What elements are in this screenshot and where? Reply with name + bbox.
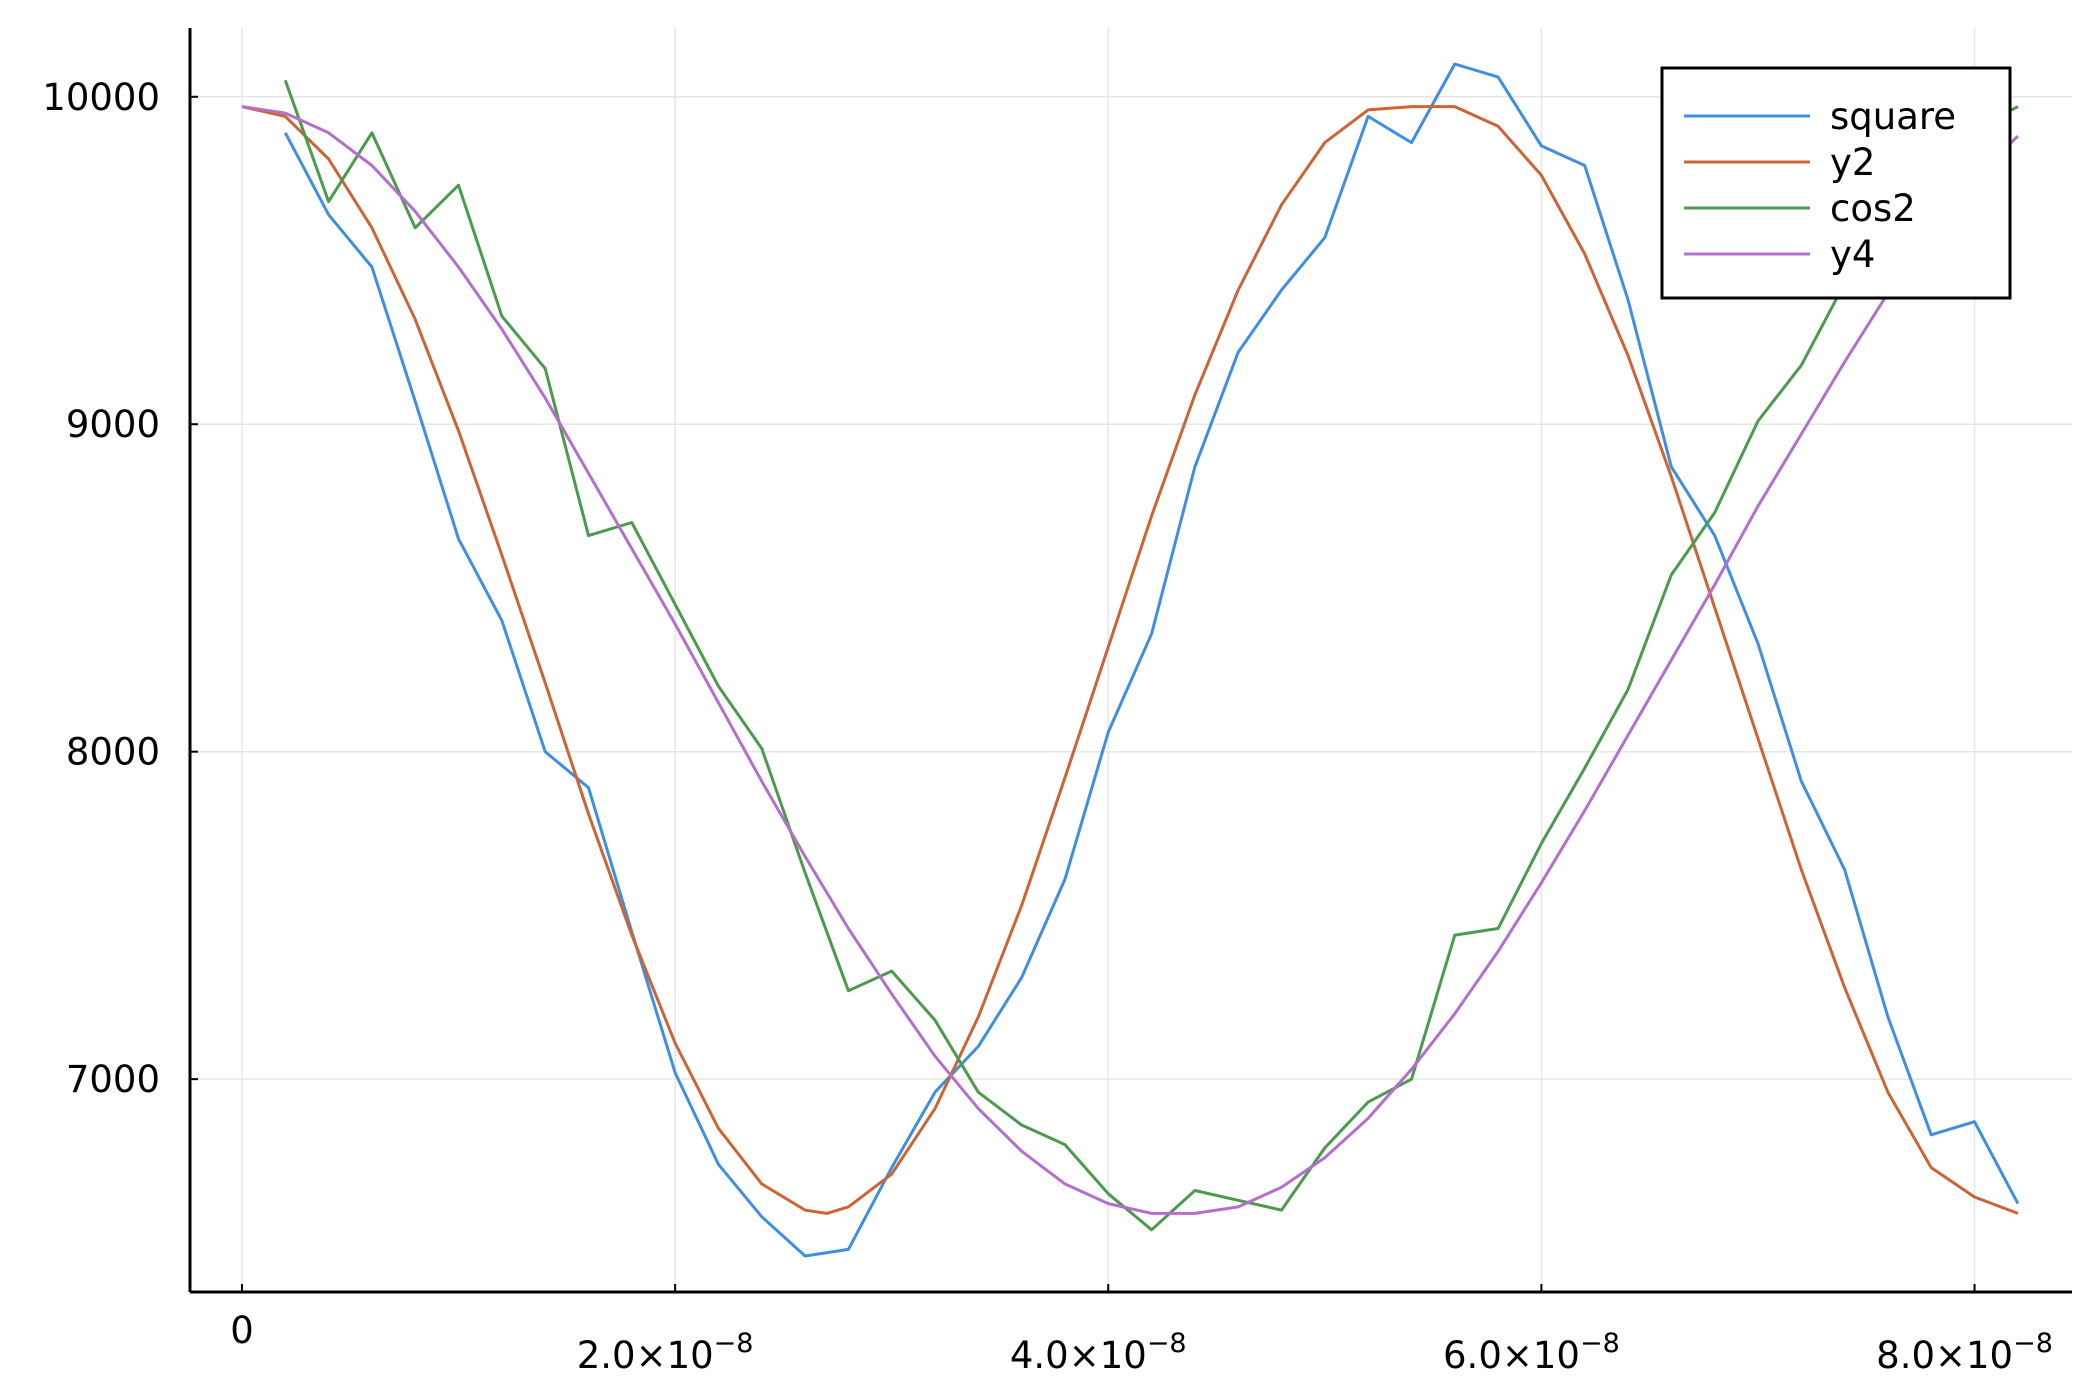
legend-box — [1660, 66, 2012, 300]
y-axis-ticks: 7000 8000 9000 10000 — [42, 76, 198, 1101]
x-tick-exponent: −8 — [714, 1328, 754, 1359]
legend-label-cos2: cos2 — [1830, 187, 1916, 230]
legend-label-square: square — [1830, 95, 1956, 138]
series-line-square — [283, 62, 2020, 1258]
x-tick-exponent: −8 — [1147, 1328, 1187, 1359]
series-lines — [241, 62, 2020, 1258]
y-tick-label: 8000 — [66, 731, 160, 774]
x-tick-exponent: −8 — [1580, 1328, 1620, 1359]
x-tick-label: 0 — [230, 1309, 254, 1352]
grid-lines — [190, 28, 2072, 1292]
legend-label-y2: y2 — [1830, 141, 1875, 184]
y-tick-label: 7000 — [66, 1058, 160, 1101]
legend-label-y4: y4 — [1830, 233, 1875, 276]
axes — [188, 28, 2072, 1294]
y-tick-label: 10000 — [42, 76, 160, 119]
y-tick-label: 9000 — [66, 403, 160, 446]
series-line-y2 — [241, 105, 2019, 1215]
series-line-cos2 — [283, 79, 2019, 1232]
x-tick-exponent: −8 — [2013, 1328, 2053, 1359]
series-line-y4 — [241, 105, 2019, 1215]
